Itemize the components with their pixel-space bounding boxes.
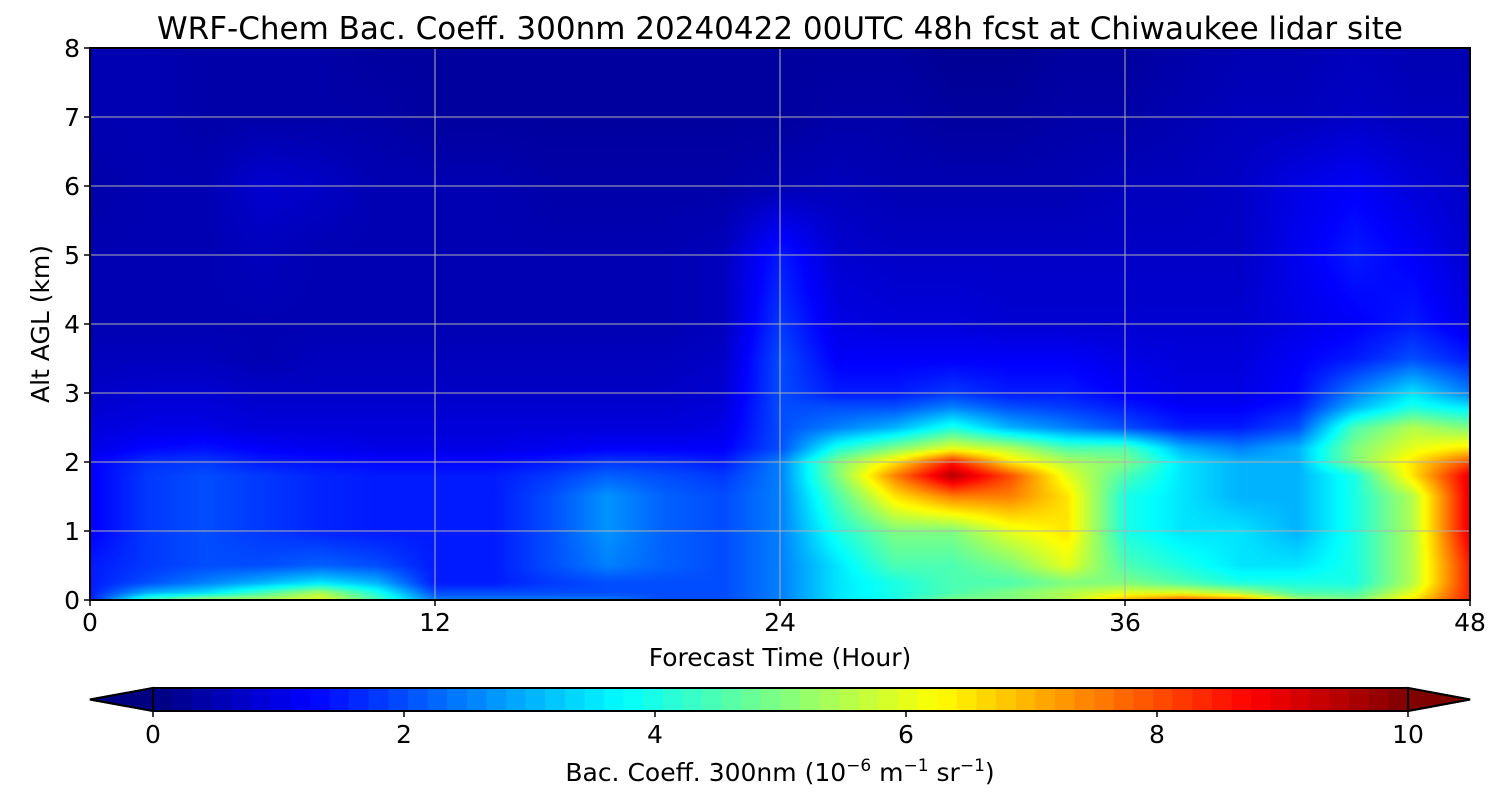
chart-title: WRF-Chem Bac. Coeff. 300nm 20240422 00UT…	[157, 11, 1403, 47]
y-tick-label: 7	[64, 103, 80, 132]
colorbar-tick-label: 6	[898, 720, 914, 749]
colorbar-tick-label: 0	[145, 720, 161, 749]
y-tick-label: 8	[64, 34, 80, 63]
x-axis: 0 12 24 36 48	[82, 600, 1486, 637]
colorbar-label-exp1: −6	[846, 756, 871, 776]
colorbar-extend-min	[89, 686, 154, 713]
y-tick-label: 3	[64, 379, 80, 408]
colorbar-label-main: Bac. Coeff. 300nm (10	[565, 758, 846, 787]
colorbar-label-mid2: sr	[929, 758, 961, 787]
x-tick-label: 36	[1109, 608, 1141, 637]
y-axis: 0 1 2 3 4 5 6 7 8	[64, 34, 90, 615]
colorbar-tick-label: 10	[1392, 720, 1424, 749]
colorbar-gradient	[153, 688, 1408, 711]
colorbar-label: Bac. Coeff. 300nm (10−6 m−1 sr−1)	[565, 756, 994, 787]
y-tick-label: 4	[64, 310, 80, 339]
colorbar-tick-label: 8	[1149, 720, 1165, 749]
y-tick-label: 0	[64, 586, 80, 615]
colorbar-label-mid: m	[871, 758, 903, 787]
colorbar-extend-max	[1407, 686, 1471, 713]
y-tick-label: 2	[64, 448, 80, 477]
y-tick-label: 1	[64, 517, 80, 546]
x-tick-label: 0	[82, 608, 98, 637]
x-tick-label: 24	[764, 608, 796, 637]
y-tick-label: 6	[64, 172, 80, 201]
plot-area	[89, 47, 1471, 601]
colorbar-label-exp2: −1	[904, 756, 929, 776]
x-tick-label: 48	[1454, 608, 1486, 637]
colorbar-tick-label: 2	[396, 720, 412, 749]
x-axis-label: Forecast Time (Hour)	[649, 643, 912, 672]
colorbar-label-end: )	[985, 758, 995, 787]
colorbar: 0 2 4 6 8 10 Bac. Coeff. 300nm (10−6 m−1 sr−1…	[89, 686, 1471, 787]
colorbar-ticks: 0 2 4 6 8 10	[145, 711, 1424, 749]
colorbar-tick-label: 4	[647, 720, 663, 749]
x-tick-label: 12	[419, 608, 451, 637]
colorbar-label-exp3: −1	[960, 756, 985, 776]
y-axis-label: Alt AGL (km)	[26, 245, 55, 403]
grid-lines	[90, 48, 1470, 600]
y-tick-label: 5	[64, 241, 80, 270]
